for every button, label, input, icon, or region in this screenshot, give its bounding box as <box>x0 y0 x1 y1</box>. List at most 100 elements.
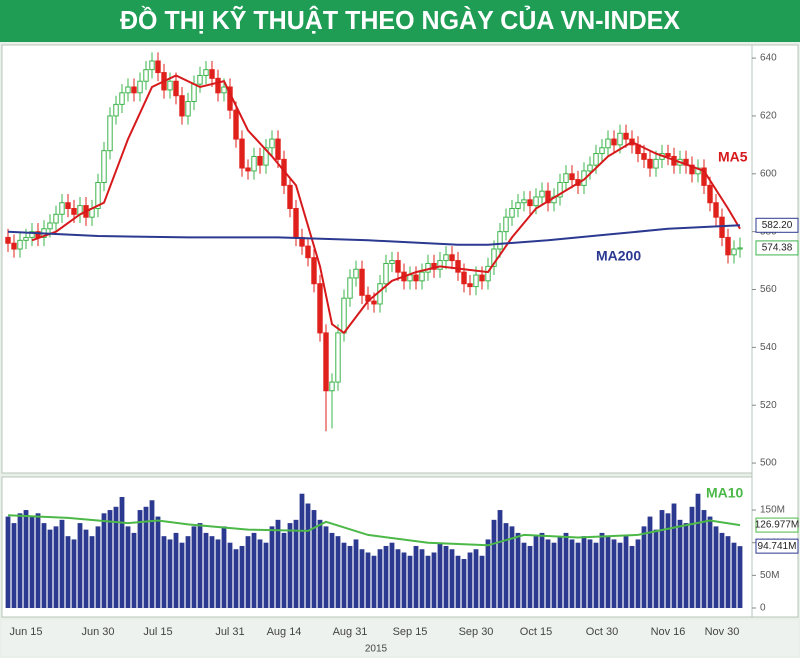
candle-body <box>257 155 263 166</box>
volume-bar <box>629 545 635 609</box>
candle-body <box>335 332 341 383</box>
moving-average-line <box>7 224 741 246</box>
volume-bar <box>611 539 617 609</box>
candle-body <box>173 80 179 97</box>
x-tick-label: Jul 31 <box>215 626 244 638</box>
candle-body <box>293 208 299 238</box>
last-value-box <box>755 517 799 533</box>
volume-bar <box>29 516 35 609</box>
candle-body <box>317 283 323 334</box>
candle-body <box>707 184 713 204</box>
candle-body <box>53 213 59 224</box>
candle-body <box>521 199 527 204</box>
candle-body <box>407 274 413 282</box>
volume-bar <box>293 519 299 609</box>
candle-body <box>347 277 353 299</box>
candle-body <box>245 167 251 172</box>
volume-bar <box>323 526 329 609</box>
volume-bar <box>89 536 95 609</box>
x-tick-label: Jun 30 <box>81 626 114 638</box>
volume-bar <box>569 539 575 609</box>
volume-bar <box>119 496 125 609</box>
volume-bar <box>695 493 701 609</box>
volume-bar <box>683 523 689 609</box>
volume-bar <box>593 542 599 609</box>
candle-body <box>167 80 173 91</box>
volume-bar <box>485 539 491 609</box>
line-label: MA10 <box>706 485 744 501</box>
volume-bar <box>347 545 353 609</box>
x-tick-label: Sep 30 <box>459 626 494 638</box>
volume-bar <box>83 529 89 609</box>
x-tick-label: Nov 16 <box>651 626 686 638</box>
candle-body <box>23 236 29 241</box>
volume-bar <box>227 542 233 609</box>
candle-body <box>539 190 545 198</box>
candle-body <box>101 150 107 183</box>
candle-body <box>131 86 137 94</box>
candle-body <box>305 245 311 259</box>
last-price-label: 574.38 <box>762 243 793 254</box>
volume-bar <box>467 552 473 609</box>
volume-bar <box>305 503 311 609</box>
candle-body <box>443 254 449 262</box>
volume-bar <box>263 542 269 609</box>
candle-body <box>413 274 419 282</box>
candle-body <box>11 242 17 250</box>
volume-bar <box>233 549 239 609</box>
line-label: MA200 <box>596 248 641 264</box>
moving-average-line <box>31 74 741 335</box>
candle-body <box>251 155 257 172</box>
volume-bar <box>383 545 389 609</box>
volume-bar <box>725 536 731 609</box>
candle-body <box>59 202 65 215</box>
y-tick-label: 620 <box>760 111 777 122</box>
candle-body <box>467 283 473 288</box>
candle-body <box>503 216 509 233</box>
volume-bar <box>575 542 581 609</box>
volume-bar <box>317 519 323 609</box>
x-tick-label: Jun 15 <box>9 626 42 638</box>
candle-body <box>17 239 23 250</box>
candle-body <box>269 138 275 149</box>
volume-bar <box>167 539 173 609</box>
y-tick-label: 540 <box>760 342 777 353</box>
candle-body <box>239 138 245 169</box>
volume-bar <box>515 532 521 609</box>
volume-bar <box>185 536 191 609</box>
volume-bar <box>149 500 155 609</box>
x-axis-label: 2015 <box>365 644 388 655</box>
volume-bar <box>455 555 461 609</box>
volume-bar <box>437 542 443 609</box>
candle-body <box>599 147 605 155</box>
candle-body <box>71 208 77 215</box>
volume-bar <box>563 532 569 609</box>
volume-bar <box>377 549 383 609</box>
volume-bar <box>161 536 167 609</box>
volume-bar <box>479 555 485 609</box>
volume-bar <box>503 523 509 609</box>
candle-body <box>215 77 221 94</box>
volume-bar <box>491 519 497 609</box>
volume-bar <box>599 532 605 609</box>
candle-body <box>509 208 515 218</box>
y-tick-label: 520 <box>760 400 777 411</box>
candle-body <box>359 268 365 296</box>
candle-body <box>437 260 443 270</box>
moving-average-line <box>7 514 741 547</box>
volume-bar <box>389 542 395 609</box>
x-tick-label: Jul 15 <box>143 626 172 638</box>
candle-body <box>149 60 155 71</box>
last-value-label: 94.741M <box>758 541 797 552</box>
volume-bar <box>353 539 359 609</box>
candle-body <box>203 69 209 76</box>
volume-bar <box>659 510 665 609</box>
volume-bar <box>251 532 257 609</box>
volume-bar <box>191 526 197 609</box>
candle-body <box>209 69 215 79</box>
volume-bar <box>587 539 593 609</box>
volume-bar <box>155 516 161 609</box>
volume-bar <box>131 532 137 609</box>
volume-bar <box>413 545 419 609</box>
